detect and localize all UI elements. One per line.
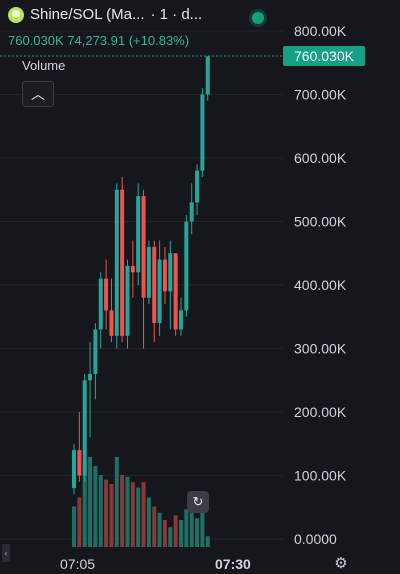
y-tick-label: 300.00K xyxy=(294,341,347,357)
volume-bar xyxy=(104,479,109,547)
volume-bar xyxy=(88,457,93,547)
gear-icon: ⚙ xyxy=(334,555,348,572)
volume-bar xyxy=(125,476,130,547)
candle-body xyxy=(162,259,167,292)
volume-bar xyxy=(152,506,157,547)
y-tick-label: 600.00K xyxy=(294,150,347,166)
volume-bar xyxy=(77,497,82,547)
candle-body xyxy=(157,259,162,324)
candle-body xyxy=(98,278,103,330)
candle-body xyxy=(114,189,119,336)
volume-bar xyxy=(72,506,76,547)
pair-title[interactable]: Shine/SOL (Ma... xyxy=(30,6,145,23)
candle-body xyxy=(136,196,141,273)
volume-bar xyxy=(141,482,146,547)
candle-body xyxy=(173,253,178,330)
scroll-left-button[interactable]: ‹ xyxy=(2,544,10,562)
volume-bar xyxy=(130,482,135,547)
volume-bar xyxy=(200,509,205,547)
volume-bar xyxy=(98,475,103,547)
chevron-left-icon: ‹ xyxy=(4,548,8,558)
candle-body xyxy=(189,202,194,222)
volume-bar xyxy=(82,461,87,547)
candle-body xyxy=(125,265,130,336)
volume-bar xyxy=(162,520,167,547)
candle-body xyxy=(88,373,93,381)
last-price-tag: 760.030K xyxy=(283,46,365,66)
candle-body xyxy=(205,56,210,95)
volume-bar xyxy=(205,536,210,547)
y-tick-label: 400.00K xyxy=(294,277,347,293)
y-tick-label: 0.0000 xyxy=(294,531,337,547)
ohlc-readout: 760.030K 74,273.91 (+10.83%) xyxy=(8,33,190,48)
volume-bar xyxy=(173,515,178,547)
candle-body xyxy=(146,246,151,298)
volume-bar xyxy=(179,520,183,547)
candle-body xyxy=(195,170,200,203)
reset-icon: ↻ xyxy=(192,494,204,509)
y-tick-label: 700.00K xyxy=(294,87,347,103)
candle-body xyxy=(141,196,146,298)
y-tick-label: 100.00K xyxy=(294,468,347,484)
candle-body xyxy=(82,380,87,476)
volume-bar xyxy=(168,527,173,547)
chart-header: Shine/SOL (Ma... · 1 · d... xyxy=(8,6,202,23)
collapse-volume-button[interactable]: ︿ xyxy=(22,81,54,107)
candle-body xyxy=(77,450,82,476)
volume-bar xyxy=(136,487,141,547)
chart-settings-button[interactable]: ⚙ xyxy=(333,555,349,572)
candle-body xyxy=(93,329,98,374)
volume-bar xyxy=(157,512,162,547)
candle-body xyxy=(72,450,76,489)
volume-bar xyxy=(93,466,98,547)
volume-bar xyxy=(120,475,125,547)
candle-body xyxy=(179,310,183,330)
candle-body xyxy=(168,253,173,292)
candle-body xyxy=(130,265,135,273)
y-tick-label: 800.00K xyxy=(294,23,347,39)
volume-bar xyxy=(146,497,151,547)
chevron-up-icon: ︿ xyxy=(31,86,45,102)
volume-bar xyxy=(184,509,189,547)
volume-bar xyxy=(109,484,114,547)
interval-label[interactable]: · 1 · d... xyxy=(150,6,203,23)
live-status-icon xyxy=(252,12,264,24)
y-tick-label: 500.00K xyxy=(294,214,347,230)
token-logo-icon xyxy=(8,6,24,23)
y-tick-label: 200.00K xyxy=(294,404,347,420)
volume-bar xyxy=(114,457,119,547)
candle-body xyxy=(184,221,189,311)
candle-body xyxy=(109,310,114,336)
volume-bar xyxy=(195,518,200,547)
candle-body xyxy=(152,246,157,324)
candle-body xyxy=(104,278,109,311)
x-tick-label: 07:30 xyxy=(215,556,251,572)
volume-label: Volume xyxy=(22,58,66,73)
reset-chart-button[interactable]: ↻ xyxy=(187,491,209,513)
candle-body xyxy=(200,94,205,171)
volume-bar xyxy=(189,511,194,547)
candle-body xyxy=(120,189,125,336)
x-tick-label: 07:05 xyxy=(60,556,95,572)
